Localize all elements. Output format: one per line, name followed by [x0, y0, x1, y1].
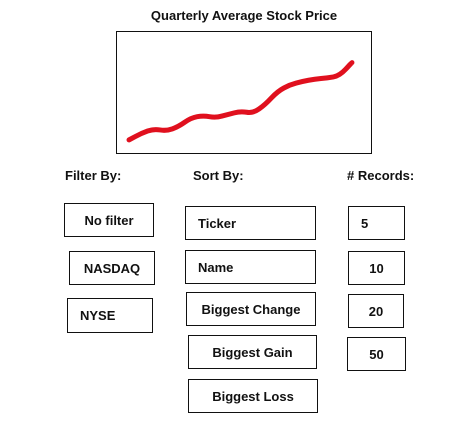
sort-option-biggest-gain[interactable]: Biggest Gain	[188, 335, 317, 369]
filter-option-label: No filter	[84, 212, 134, 228]
sort-option-label: Ticker	[198, 215, 237, 231]
sort-option-biggest-loss[interactable]: Biggest Loss	[188, 379, 318, 413]
filter-option-label: NASDAQ	[83, 260, 141, 276]
records-option-label: 50	[369, 346, 384, 362]
stock-price-series-line	[126, 60, 355, 143]
records-option-50[interactable]: 50	[347, 337, 406, 371]
records-option-label: 10	[369, 260, 384, 276]
sort-option-label: Name	[198, 259, 234, 275]
sort-option-label: Biggest Gain	[212, 344, 293, 360]
records-option-label: 20	[368, 303, 384, 319]
chart-title: Quarterly Average Stock Price	[150, 8, 338, 23]
sort-option-label: Biggest Change	[201, 301, 301, 317]
filter-option-label: NYSE	[80, 308, 116, 323]
sort-option-label: Biggest Loss	[212, 388, 294, 404]
filter-option-nasdaq[interactable]: NASDAQ	[69, 251, 155, 285]
records-option-20[interactable]: 20	[348, 294, 404, 328]
sort-option-name[interactable]: Name	[185, 250, 316, 284]
records-option-5[interactable]: 5	[348, 206, 405, 240]
sort-option-ticker[interactable]: Ticker	[185, 206, 316, 240]
stock-price-chart	[116, 31, 372, 154]
records-option-10[interactable]: 10	[348, 251, 405, 285]
sort-by-label: Sort By:	[193, 168, 244, 183]
records-label: # Records:	[347, 168, 415, 183]
sort-option-biggest-change[interactable]: Biggest Change	[186, 292, 316, 326]
filter-by-label: Filter By:	[65, 168, 122, 183]
records-option-label: 5	[361, 215, 369, 231]
filter-option-nyse[interactable]: NYSE	[67, 298, 153, 333]
chart-plot-area	[126, 60, 355, 143]
filter-option-no-filter[interactable]: No filter	[64, 203, 154, 237]
